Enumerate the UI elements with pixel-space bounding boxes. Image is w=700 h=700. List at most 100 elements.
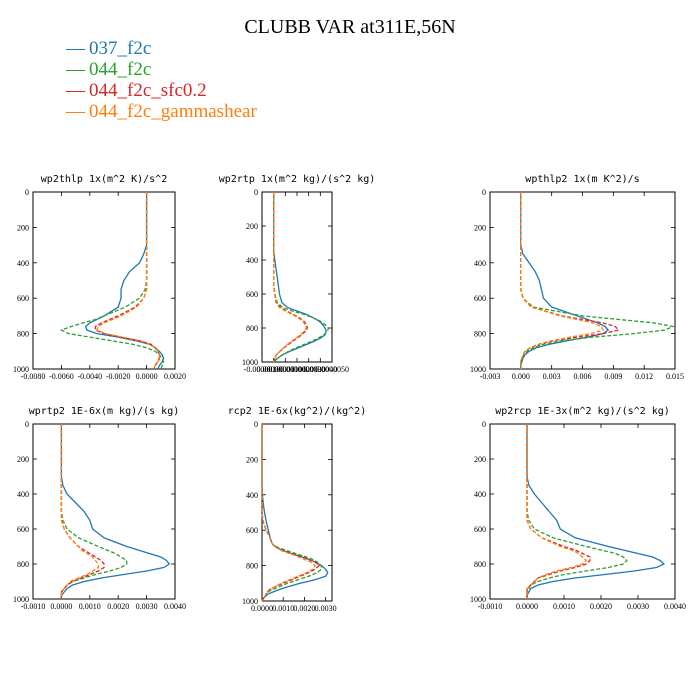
- x-tick-label: 0.000: [512, 372, 530, 381]
- y-tick-label: 600: [474, 294, 486, 303]
- series-line-2: [261, 424, 323, 602]
- x-tick-label: 0.0040: [164, 602, 186, 611]
- y-tick-label: 200: [474, 455, 486, 464]
- y-tick-label: 200: [17, 223, 29, 232]
- series-line-3: [94, 192, 161, 370]
- panel-5: rcp2 1E-6x(kg^2)/(kg^2) 0 200 400 600 800 1000…: [228, 406, 366, 613]
- y-tick-label: 600: [474, 525, 486, 534]
- y-tick-label: 400: [474, 259, 486, 268]
- panel-title: wprtp2 1E-6x(m kg)/(s kg): [29, 406, 180, 417]
- x-tick-label: 0.0000: [516, 602, 538, 611]
- y-tick-label: 0: [25, 420, 29, 429]
- series-line-3: [520, 192, 620, 369]
- legend-entry-044-f2c: —044_f2c: [66, 59, 257, 80]
- panel-title: wp2rcp 1E-3x(m^2 kg)/(s^2 kg): [495, 406, 670, 417]
- y-tick-label: 200: [474, 223, 486, 232]
- series-line-2: [526, 424, 628, 599]
- panel-frame: [32, 191, 176, 370]
- panel-title: wp2thlp 1x(m^2 K)/s^2: [41, 174, 167, 185]
- y-tick-label: 0: [254, 420, 258, 429]
- y-tick-label: 200: [17, 455, 29, 464]
- panel-4: wprtp2 1E-6x(m kg)/(s kg)0 200 400 600 800 10…: [13, 406, 186, 611]
- x-tick-label: 0.009: [604, 372, 622, 381]
- x-tick-label: -0.0010: [21, 602, 46, 611]
- series-line-3: [261, 424, 321, 602]
- x-tick-label: 0.0000020: [280, 365, 314, 374]
- series-line-1: [84, 192, 165, 370]
- series-line-3: [60, 424, 105, 599]
- y-tick-label: 600: [17, 294, 29, 303]
- panel-2: wp2rtp 1x(m^2 kg)/(s^2 kg) 0 200 400 600 800 1…: [219, 174, 376, 374]
- x-tick-label: 0.006: [574, 372, 592, 381]
- x-tick-label: 0.012: [635, 372, 653, 381]
- series-line-1: [60, 424, 171, 599]
- y-tick-label: 200: [246, 222, 258, 231]
- series-line-1: [520, 192, 610, 369]
- y-tick-label: 1000: [13, 595, 29, 604]
- y-tick-label: 0: [482, 420, 486, 429]
- series-line-3: [526, 424, 591, 599]
- series-line-3: [273, 192, 309, 363]
- x-tick-label: 0.0040: [664, 602, 686, 611]
- y-tick-label: 400: [17, 259, 29, 268]
- y-tick-label: 0: [254, 188, 258, 197]
- y-tick-label: 600: [17, 525, 29, 534]
- x-tick-label: -0.0080: [21, 372, 46, 381]
- x-tick-label: -0.0000010: [244, 365, 281, 374]
- series-line-4: [520, 192, 605, 369]
- y-tick-label: 800: [474, 330, 486, 339]
- y-tick-label: 600: [246, 290, 258, 299]
- y-tick-label: 400: [246, 491, 258, 500]
- x-tick-label: 0.0000050: [315, 365, 349, 374]
- x-tick-label: -0.0020: [106, 372, 131, 381]
- panel-frame: [261, 423, 333, 602]
- series-line-4: [273, 192, 308, 363]
- x-tick-label: 0.0010: [272, 604, 294, 613]
- panel-title: wp2rtp 1x(m^2 kg)/(s^2 kg): [219, 174, 376, 185]
- x-tick-label: 0.0000030: [292, 365, 326, 374]
- y-tick-label: 800: [246, 324, 258, 333]
- panel-title: rcp2 1E-6x(kg^2)/(kg^2): [228, 406, 366, 417]
- panel-3: wpthlp2 1x(m K^2)/s 0 200 400 600 800 1000-0.0…: [470, 174, 684, 381]
- legend-swatch: —: [66, 38, 85, 59]
- x-tick-label: 0.0000: [251, 604, 273, 613]
- x-tick-label: 0.003: [543, 372, 561, 381]
- y-tick-label: 400: [474, 490, 486, 499]
- y-tick-label: 200: [246, 455, 258, 464]
- y-tick-label: 800: [474, 560, 486, 569]
- legend-swatch: —: [66, 80, 85, 101]
- x-tick-label: -0.0010: [478, 602, 503, 611]
- y-tick-label: 800: [17, 330, 29, 339]
- x-tick-label: 0.015: [666, 372, 684, 381]
- x-tick-label: 0.0020: [293, 604, 315, 613]
- x-tick-label: 0.0000: [50, 602, 72, 611]
- series-line-4: [96, 192, 161, 370]
- panel-frame: [489, 423, 676, 600]
- panel-frame: [32, 423, 176, 600]
- x-tick-label: 0.0010: [79, 602, 101, 611]
- x-tick-label: 0.0000000: [257, 365, 291, 374]
- x-tick-label: 0.0000010: [268, 365, 302, 374]
- y-tick-label: 800: [17, 560, 29, 569]
- x-tick-label: 0.0000040: [303, 365, 337, 374]
- y-tick-label: 600: [246, 526, 258, 535]
- panel-1: wp2thlp 1x(m^2 K)/s^202004006008001000-0…: [13, 174, 186, 381]
- panel-6: wp2rcp 1E-3x(m^2 kg)/(s^2 kg) 0 200 400 600 8…: [470, 406, 686, 611]
- series-line-1: [526, 424, 666, 599]
- y-tick-label: 400: [17, 490, 29, 499]
- x-tick-label: 0.0020: [590, 602, 612, 611]
- series-line-2: [273, 192, 330, 363]
- x-tick-label: 0.0030: [627, 602, 649, 611]
- legend-label: 037_f2c: [89, 38, 152, 59]
- x-tick-label: -0.003: [480, 372, 501, 381]
- series-line-2: [520, 192, 676, 369]
- series-line-2: [59, 192, 165, 370]
- y-tick-label: 1000: [470, 365, 486, 374]
- x-tick-label: 0.0010: [553, 602, 575, 611]
- legend-swatch: —: [66, 59, 85, 80]
- series-line-1: [261, 424, 329, 602]
- y-tick-label: 0: [482, 188, 486, 197]
- y-tick-label: 1000: [470, 595, 486, 604]
- series-line-4: [526, 424, 588, 599]
